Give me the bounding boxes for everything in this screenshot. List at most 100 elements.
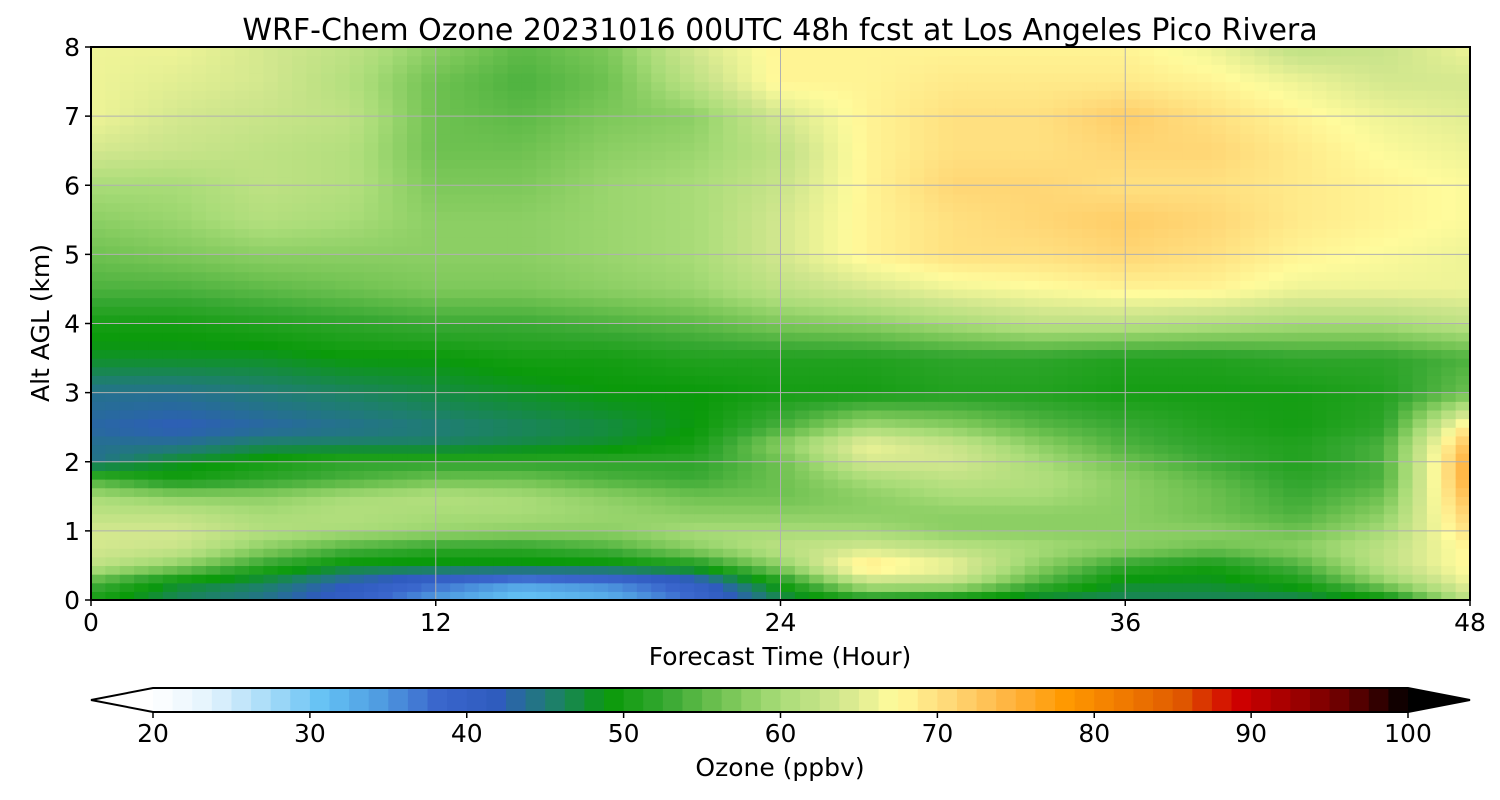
- heatmap-cell: [1139, 470, 1155, 480]
- heatmap-cell: [694, 271, 710, 281]
- heatmap-cell: [1311, 556, 1327, 567]
- heatmap-cell: [1398, 263, 1414, 273]
- heatmap-cell: [995, 548, 1011, 558]
- heatmap-cell: [1340, 383, 1356, 394]
- heatmap-cell: [1268, 176, 1284, 186]
- heatmap-cell: [1125, 159, 1141, 169]
- heatmap-cell: [320, 487, 336, 497]
- heatmap-cell: [924, 323, 940, 333]
- heatmap-cell: [938, 461, 954, 471]
- heatmap-cell: [478, 358, 494, 368]
- heatmap-cell: [981, 263, 997, 273]
- heatmap-cell: [249, 556, 264, 567]
- heatmap-cell: [1369, 548, 1385, 558]
- heatmap-cell: [521, 453, 537, 463]
- heatmap-cell: [105, 444, 121, 454]
- heatmap-cell: [809, 513, 825, 523]
- heatmap-cell: [234, 340, 250, 351]
- heatmap-cell: [1225, 591, 1241, 600]
- heatmap-cell: [565, 453, 580, 463]
- heatmap-cell: [737, 211, 753, 221]
- heatmap-cell: [837, 591, 853, 600]
- heatmap-cell: [1096, 202, 1112, 212]
- heatmap-cell: [981, 219, 997, 230]
- heatmap-cell: [205, 565, 221, 575]
- heatmap-cell: [924, 349, 940, 359]
- heatmap-cell: [565, 228, 580, 238]
- heatmap-cell: [306, 470, 322, 480]
- heatmap-cell: [780, 340, 796, 351]
- heatmap-cell: [809, 332, 825, 342]
- heatmap-cell: [651, 574, 667, 584]
- heatmap-cell: [708, 530, 724, 541]
- heatmap-cell: [794, 159, 810, 169]
- heatmap-cell: [464, 479, 480, 489]
- heatmap-cell: [1225, 556, 1241, 567]
- heatmap-cell: [751, 574, 767, 584]
- heatmap-cell: [407, 332, 422, 342]
- heatmap-cell: [191, 383, 207, 394]
- heatmap-cell: [608, 263, 624, 273]
- heatmap-cell: [852, 349, 868, 359]
- heatmap-cell: [1426, 479, 1442, 489]
- heatmap-cell: [679, 271, 695, 281]
- heatmap-cell: [608, 375, 624, 385]
- heatmap-cell: [521, 574, 537, 584]
- heatmap-cell: [737, 280, 753, 290]
- heatmap-cell: [478, 280, 494, 290]
- heatmap-cell: [679, 487, 695, 497]
- heatmap-cell: [464, 211, 480, 221]
- heatmap-cell: [550, 513, 566, 523]
- heatmap-cell: [392, 470, 408, 480]
- heatmap-cell: [938, 167, 954, 178]
- heatmap-cell: [1182, 306, 1198, 316]
- heatmap-cell: [909, 427, 925, 437]
- heatmap-cell: [263, 306, 279, 316]
- heatmap-cell: [1240, 453, 1256, 463]
- heatmap-cell: [134, 409, 150, 420]
- heatmap-cell: [478, 332, 494, 342]
- heatmap-cell: [1398, 193, 1414, 204]
- heatmap-cell: [148, 522, 164, 532]
- heatmap-cell: [1311, 470, 1327, 480]
- heatmap-cell: [1355, 349, 1371, 359]
- heatmap-cell: [1326, 349, 1342, 359]
- heatmap-cell: [1096, 358, 1112, 368]
- heatmap-cell: [162, 349, 178, 359]
- heatmap-cell: [1426, 358, 1442, 368]
- heatmap-cell: [1283, 427, 1299, 437]
- heatmap-cell: [751, 591, 767, 600]
- heatmap-cell: [234, 245, 250, 255]
- heatmap-cell: [1369, 461, 1385, 471]
- heatmap-cell: [1426, 530, 1442, 541]
- heatmap-cell: [1096, 392, 1112, 402]
- heatmap-cell: [1268, 444, 1284, 454]
- heatmap-cell: [349, 349, 365, 359]
- heatmap-cell: [1369, 271, 1385, 281]
- heatmap-cell: [407, 548, 422, 558]
- heatmap-cell: [162, 453, 178, 463]
- heatmap-cell: [234, 237, 250, 247]
- heatmap-cell: [536, 401, 552, 411]
- heatmap-cell: [952, 288, 968, 299]
- heatmap-cell: [881, 237, 897, 247]
- heatmap-cell: [1110, 392, 1126, 402]
- heatmap-cell: [421, 574, 437, 584]
- heatmap-cell: [1182, 211, 1198, 221]
- heatmap-cell: [148, 219, 164, 230]
- heatmap-cell: [1182, 582, 1198, 592]
- heatmap-cell: [579, 513, 595, 523]
- heatmap-cell: [1139, 418, 1155, 428]
- heatmap-cell: [234, 349, 250, 359]
- heatmap-cell: [1039, 409, 1055, 420]
- heatmap-cell: [967, 193, 983, 204]
- heatmap-cell: [1283, 280, 1299, 290]
- heatmap-cell: [306, 409, 322, 420]
- heatmap-cell: [1297, 358, 1313, 368]
- heatmap-cell: [1412, 297, 1428, 307]
- heatmap-cell: [407, 228, 422, 238]
- heatmap-cell: [378, 548, 394, 558]
- heatmap-cell: [723, 539, 739, 549]
- heatmap-cell: [1383, 167, 1399, 178]
- heatmap-cell: [119, 539, 135, 549]
